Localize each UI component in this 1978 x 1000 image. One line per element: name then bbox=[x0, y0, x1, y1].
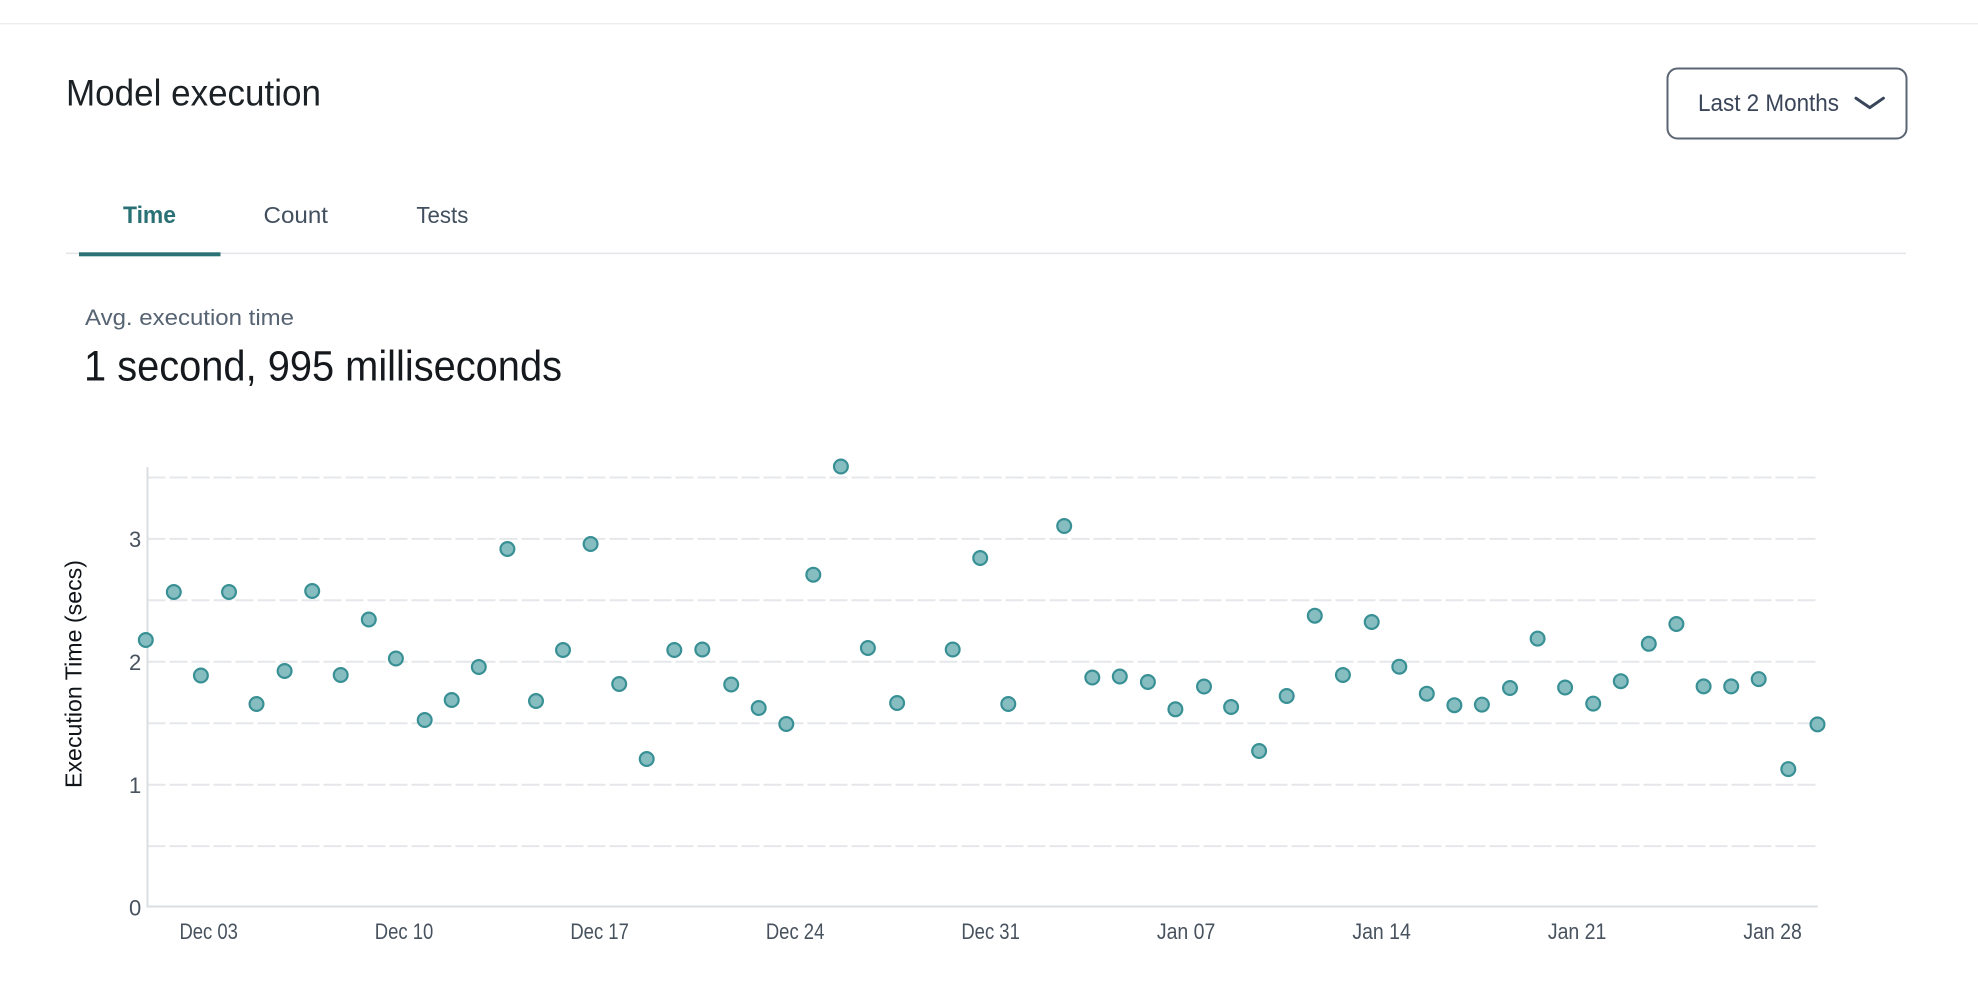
svg-text:1: 1 bbox=[129, 773, 141, 798]
svg-text:Model execution: Model execution bbox=[66, 72, 321, 113]
svg-text:Jan 21: Jan 21 bbox=[1548, 919, 1607, 944]
svg-text:Jan 07: Jan 07 bbox=[1157, 919, 1216, 944]
svg-text:Jan 14: Jan 14 bbox=[1352, 919, 1411, 944]
svg-text:2: 2 bbox=[129, 650, 141, 675]
svg-text:3: 3 bbox=[129, 527, 141, 552]
svg-text:Dec 31: Dec 31 bbox=[961, 919, 1020, 944]
svg-text:Avg. execution time: Avg. execution time bbox=[85, 305, 294, 330]
svg-text:Tests: Tests bbox=[416, 202, 468, 228]
svg-text:1 second, 995 milliseconds: 1 second, 995 milliseconds bbox=[84, 342, 562, 390]
svg-text:Dec 17: Dec 17 bbox=[570, 919, 629, 944]
svg-text:0: 0 bbox=[129, 896, 141, 921]
svg-text:Jan 28: Jan 28 bbox=[1743, 919, 1802, 944]
svg-text:Time: Time bbox=[123, 202, 176, 229]
svg-text:Last 2 Months: Last 2 Months bbox=[1698, 90, 1839, 117]
svg-text:Dec 10: Dec 10 bbox=[375, 919, 434, 944]
svg-text:Dec 24: Dec 24 bbox=[766, 919, 825, 944]
svg-text:Count: Count bbox=[264, 202, 329, 228]
svg-text:Dec 03: Dec 03 bbox=[179, 919, 238, 944]
svg-text:Execution Time (secs): Execution Time (secs) bbox=[61, 560, 87, 788]
